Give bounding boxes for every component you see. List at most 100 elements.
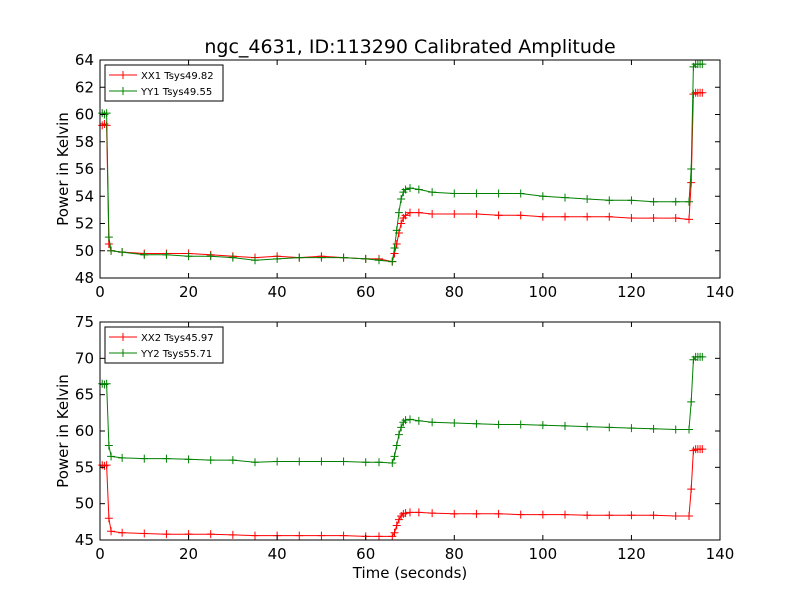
- series-line: [101, 63, 703, 263]
- data-point: [561, 421, 569, 430]
- data-point: [414, 416, 423, 425]
- x-tick-label: 120: [617, 283, 646, 301]
- data-point: [104, 514, 113, 523]
- data-point: [538, 421, 547, 430]
- data-point: [685, 512, 693, 521]
- data-point: [685, 197, 693, 206]
- data-point: [472, 209, 481, 218]
- series-2: [98, 352, 707, 467]
- data-point: [698, 445, 707, 454]
- data-point: [392, 226, 401, 235]
- data-point: [184, 252, 193, 261]
- legend-marker: [119, 87, 127, 95]
- data-point: [104, 441, 113, 450]
- data-point: [397, 219, 406, 228]
- data-point: [649, 197, 658, 206]
- data-point: [339, 531, 348, 540]
- data-point: [450, 209, 459, 218]
- data-point: [401, 211, 410, 220]
- x-tick-label: 60: [356, 545, 375, 563]
- data-point: [583, 511, 592, 520]
- data-point: [605, 212, 614, 221]
- data-point: [140, 250, 149, 259]
- data-point: [251, 458, 259, 467]
- data-point: [162, 530, 171, 539]
- legend-marker: [119, 333, 127, 341]
- data-point: [394, 430, 403, 439]
- data-point: [390, 244, 399, 253]
- data-point: [428, 209, 437, 218]
- data-point: [538, 212, 547, 221]
- data-point: [671, 425, 680, 434]
- data-point: [273, 254, 282, 263]
- y-tick-label: 45: [75, 531, 94, 549]
- data-point: [107, 452, 116, 461]
- data-point: [671, 214, 680, 223]
- data-point: [273, 457, 282, 466]
- data-point: [649, 424, 658, 433]
- data-point: [392, 521, 401, 530]
- data-point: [698, 88, 707, 97]
- data-point: [375, 532, 383, 541]
- y-axis-label: Power in Kelvin: [54, 374, 72, 488]
- data-point: [687, 165, 696, 173]
- data-point: [649, 511, 658, 520]
- data-point: [428, 418, 437, 427]
- x-tick-label: 80: [445, 283, 464, 301]
- data-point: [414, 508, 423, 517]
- data-point: [450, 189, 459, 198]
- y-tick-label: 60: [75, 422, 94, 440]
- data-point: [685, 425, 693, 434]
- data-point: [397, 423, 406, 432]
- data-point: [228, 456, 237, 465]
- data-point: [388, 458, 397, 467]
- data-point: [583, 422, 592, 431]
- data-point: [401, 185, 410, 194]
- y-tick-label: 48: [75, 269, 94, 287]
- data-point: [689, 446, 698, 455]
- legend-label: XX2 Tsys45.97: [141, 333, 214, 344]
- data-point: [317, 253, 326, 262]
- data-point: [397, 194, 406, 203]
- data-point: [472, 419, 481, 428]
- data-point: [107, 527, 116, 536]
- data-point: [561, 193, 569, 202]
- y-tick-label: 64: [75, 51, 94, 69]
- series-1: [98, 445, 707, 541]
- data-point: [228, 530, 237, 539]
- data-point: [698, 352, 707, 361]
- data-point: [649, 214, 658, 223]
- y-tick-label: 56: [75, 160, 94, 178]
- data-point: [295, 457, 304, 466]
- y-tick-label: 60: [75, 106, 94, 124]
- data-point: [494, 189, 503, 198]
- y-axis-label: Power in Kelvin: [54, 112, 72, 226]
- data-point: [361, 458, 370, 467]
- data-point: [375, 458, 383, 467]
- data-point: [450, 509, 459, 518]
- data-point: [450, 419, 459, 428]
- data-point: [687, 397, 696, 406]
- x-tick-label: 20: [179, 283, 198, 301]
- data-point: [375, 256, 383, 265]
- y-tick-label: 62: [75, 78, 94, 96]
- data-point: [361, 254, 370, 263]
- data-point: [428, 188, 437, 197]
- x-tick-label: 80: [445, 545, 464, 563]
- data-point: [388, 257, 397, 266]
- data-point: [627, 511, 636, 520]
- data-point: [104, 233, 113, 242]
- data-point: [538, 510, 547, 519]
- data-point: [394, 515, 403, 524]
- data-point: [392, 239, 401, 248]
- chart-title: ngc_4631, ID:113290 Calibrated Amplitude: [204, 36, 615, 58]
- data-point: [388, 532, 397, 541]
- data-point: [339, 253, 348, 262]
- data-point: [406, 415, 414, 424]
- data-point: [390, 528, 399, 537]
- data-point: [494, 211, 503, 220]
- data-point: [627, 196, 636, 205]
- legend-label: YY1 Tsys49.55: [140, 87, 212, 98]
- data-point: [401, 416, 410, 425]
- x-tick-label: 140: [706, 545, 735, 563]
